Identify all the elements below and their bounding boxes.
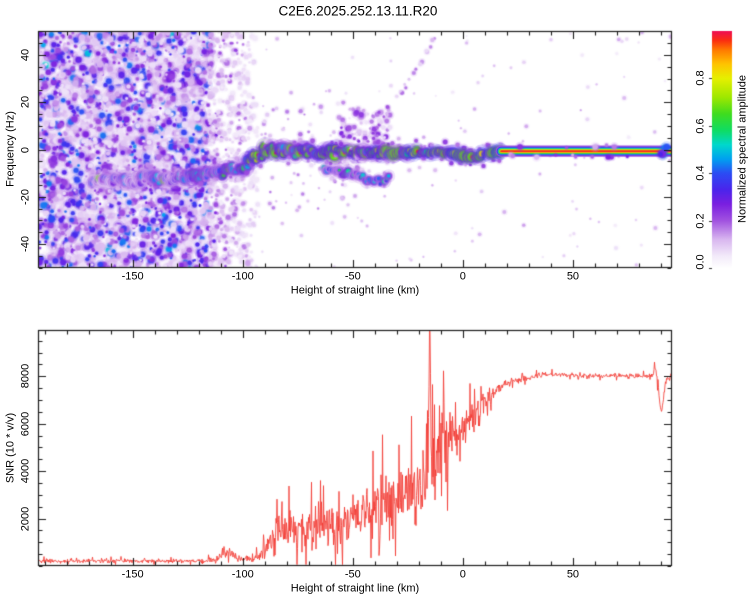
top-y-tick-label: 0: [19, 146, 32, 153]
colorbar-tick-label: 0.0: [694, 254, 707, 270]
top-x-tick-label: 50: [566, 270, 580, 283]
colorbar-label: Normalized spectral amplitude: [736, 75, 749, 223]
bottom-x-tick-label: -150: [121, 568, 144, 581]
top-x-tick-label: 0: [459, 270, 466, 283]
colorbar-tick-label: 0.8: [694, 70, 707, 87]
bottom-y-tick-label: 2000: [19, 506, 32, 531]
top-y-axis-label: Frequency (Hz): [4, 111, 17, 187]
top-x-tick-label: -50: [344, 270, 361, 283]
figure-title: C2E6.2025.252.13.11.R20: [278, 3, 438, 19]
bottom-x-tick-label: 0: [459, 568, 466, 581]
bottom-y-tick-label: 8000: [19, 364, 32, 389]
bottom-x-tick-label: 50: [566, 568, 580, 581]
bottom-x-tick-label: -50: [344, 568, 361, 581]
top-y-tick-label: 40: [19, 48, 32, 62]
top-x-tick-label: -100: [231, 270, 254, 283]
top-y-tick-label: 20: [19, 96, 32, 109]
bottom-x-axis-label: Height of straight line (km): [290, 582, 420, 595]
top-y-tick-label: -40: [19, 235, 32, 252]
bottom-y-axis-label: SNR (10 * v/v): [4, 412, 17, 484]
bottom-x-tick-label: -100: [231, 568, 254, 581]
colorbar-tick-label: 0.2: [694, 212, 707, 229]
top-y-tick-label: -20: [19, 188, 32, 205]
colorbar-tick-label: 0.4: [694, 165, 707, 181]
bottom-y-tick-label: 6000: [19, 411, 32, 436]
top-x-axis-label: Height of straight line (km): [290, 284, 420, 297]
bottom-y-tick-label: 4000: [19, 458, 32, 484]
top-x-tick-label: -150: [121, 270, 144, 283]
colorbar-tick-label: 0.6: [694, 118, 707, 134]
